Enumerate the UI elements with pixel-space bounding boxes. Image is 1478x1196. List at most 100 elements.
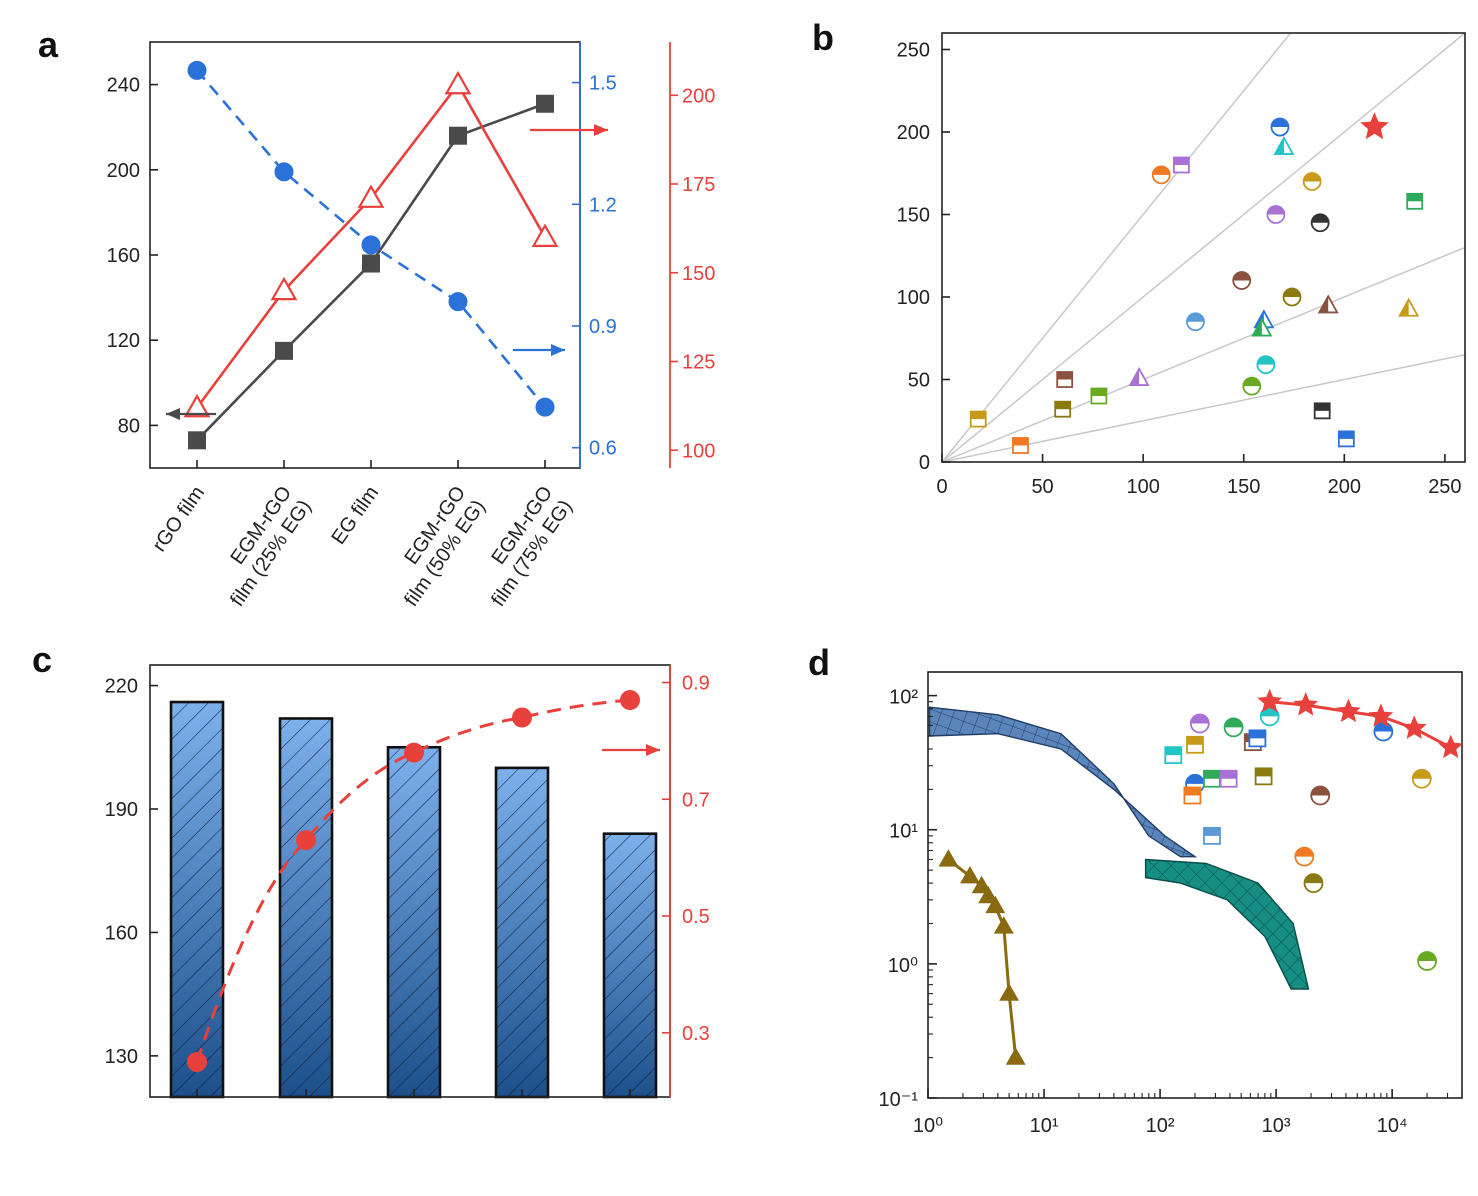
triangle-marker	[270, 276, 298, 301]
ref-marker-fill	[1190, 714, 1209, 724]
ref-marker-fill	[1187, 736, 1203, 745]
y-tick-label: 190	[105, 799, 138, 821]
circle-marker	[187, 60, 207, 80]
volume-fraction-point	[296, 830, 316, 851]
panel-label-c: c	[32, 639, 52, 680]
y-tick-label: 10⁰	[888, 955, 918, 977]
volumetric-tick-label: 175	[682, 174, 715, 196]
ref-marker-fill	[1255, 768, 1272, 777]
this-work-star	[1293, 692, 1319, 716]
this-work-star	[1401, 715, 1427, 739]
triangle-marker	[357, 184, 385, 208]
y-tick-label: 10²	[889, 687, 918, 709]
volume-fraction-point	[512, 707, 532, 728]
circle-marker	[535, 397, 555, 417]
y-tick-label: 160	[105, 922, 138, 944]
volumetric-tick-label: 200	[682, 85, 715, 107]
ref-marker-fill	[970, 411, 986, 420]
ref-marker-fill	[1295, 847, 1314, 857]
density-line-1	[942, 33, 1465, 462]
volume-fraction-arrow-head	[646, 744, 660, 756]
ref-marker-fill	[1184, 787, 1201, 796]
bar-outline	[386, 745, 442, 1099]
volume-fraction-point	[404, 742, 424, 763]
lead-acid-region	[928, 706, 1198, 858]
square-marker	[449, 126, 467, 145]
x-tick-label: 200	[1328, 476, 1361, 498]
ref-marker-fill	[1311, 786, 1330, 796]
this-work-star	[1368, 703, 1394, 727]
ref-marker-fill	[1203, 770, 1220, 779]
x-tick-label: 10⁰	[913, 1115, 943, 1137]
triangle-marker	[183, 393, 211, 418]
panel-b-chart: 0 50 100 150 200 250 0 50 100 150 200 250	[897, 32, 1466, 498]
panel-d-chart: 10⁰ 10¹ 10² 10³ 10⁴ 10⁻¹ 10⁰ 10¹ 10²	[879, 671, 1464, 1137]
x-tick-label: 100	[1126, 476, 1159, 498]
ref-marker-fill	[1338, 431, 1354, 439]
this-work-star	[1438, 734, 1464, 759]
x-tick-label: EGM-rGOfilm (75% EG)	[468, 482, 577, 610]
ref-marker-fill	[1257, 356, 1275, 365]
square-marker	[188, 431, 206, 450]
ref-marker-fill	[1311, 214, 1329, 223]
ref-marker-fill	[1130, 368, 1140, 386]
y-tick-label: 50	[908, 370, 930, 392]
panel-a-chart: 80 120 160 200 240 0.6 0.9 1.2 1.5 100 125 150 175 20…	[107, 41, 715, 611]
y-tick-label: 0	[919, 452, 930, 474]
left-axis-arrow-head	[166, 408, 180, 420]
y2-tick-label: 0.5	[682, 906, 710, 928]
x-tick-label: 10²	[1146, 1115, 1175, 1137]
ref-marker-fill	[1418, 952, 1437, 962]
y2-tick-label: 0.3	[682, 1023, 710, 1045]
ref-marker-fill	[1283, 288, 1301, 297]
volumetric-axis-arrow-head	[594, 124, 608, 136]
y-tick-label: 250	[897, 40, 930, 62]
x-tick-label: 250	[1428, 476, 1461, 498]
plot-frame	[941, 32, 1466, 463]
volumetric-tick-label: 100	[682, 440, 715, 462]
ref-marker-fill	[1203, 827, 1220, 836]
ref-marker-fill	[1303, 173, 1321, 182]
x-tick-label: EGM-rGOfilm (50% EG)	[381, 482, 490, 610]
y-tick-label: 200	[107, 160, 140, 182]
x-tick-label: 10⁴	[1377, 1115, 1408, 1137]
x-tick-label: 150	[1227, 476, 1260, 498]
panel-label-d: d	[808, 642, 830, 683]
ref-marker-fill	[1012, 438, 1028, 446]
ref-marker-fill	[1186, 313, 1204, 322]
y-tick-label: 200	[897, 122, 930, 144]
ref-marker-fill	[1399, 299, 1409, 316]
circle-marker	[361, 235, 381, 255]
ref-marker-fill	[1252, 319, 1262, 336]
y-tick-label: 10⁻¹	[879, 1089, 919, 1111]
y-tick-label: 130	[105, 1046, 138, 1068]
y-tick-label: 10¹	[889, 821, 918, 843]
ref-marker-fill	[1173, 157, 1189, 165]
ref-marker-fill	[1243, 377, 1261, 387]
ref-marker-fill	[1220, 770, 1237, 779]
ref-marker-fill	[1314, 403, 1330, 411]
commercial-supercapacitor-region	[1144, 858, 1310, 990]
x-tick-label: 0	[936, 476, 947, 498]
ref-marker-fill	[1412, 769, 1431, 779]
square-marker	[536, 94, 554, 113]
panel-c-chart: 130 160 190 220 0.3 0.5 0.7 0.9	[105, 664, 710, 1099]
bar-outline	[602, 832, 658, 1099]
bar-outline	[278, 717, 334, 1099]
ref-marker-fill	[1271, 118, 1289, 128]
lithium-marker	[960, 865, 980, 884]
y-tick-label: 100	[897, 287, 930, 309]
bar-outline	[494, 766, 550, 1099]
this-work-star	[1257, 688, 1282, 713]
volume-fraction-point	[620, 690, 640, 711]
x-tick-label: EG film	[327, 482, 383, 548]
ref-marker-fill	[1055, 401, 1071, 410]
ref-marker-fill	[1233, 272, 1251, 281]
y-tick-label: 80	[118, 415, 140, 437]
y-tick-label: 150	[897, 205, 930, 227]
ref-marker-fill	[1249, 730, 1266, 739]
y-tick-label: 240	[107, 75, 140, 97]
square-marker	[362, 254, 380, 273]
ref-marker-fill	[1304, 874, 1323, 884]
